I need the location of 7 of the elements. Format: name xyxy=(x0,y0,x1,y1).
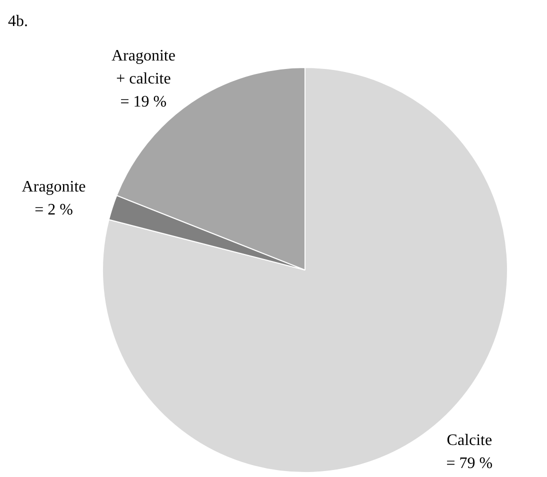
slice-label: Calcite xyxy=(446,432,492,449)
data-label: = 19 % xyxy=(120,94,167,111)
chart-title: 4b. xyxy=(8,13,28,30)
data-label: = 2 % xyxy=(34,201,73,218)
slice-label: Aragonite xyxy=(22,178,86,196)
slice-label: Aragonite + calcite xyxy=(111,48,176,88)
data-label: = 79 % xyxy=(446,454,493,472)
